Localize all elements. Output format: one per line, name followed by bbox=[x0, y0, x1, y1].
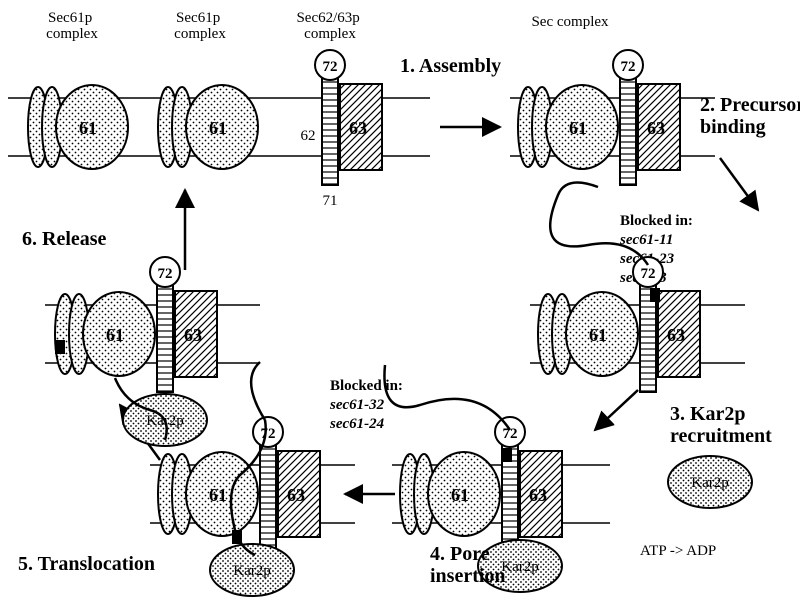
blocked-group-2: Blocked in: sec61-32 sec61-24 bbox=[329, 378, 403, 432]
kar2p-free bbox=[668, 456, 752, 508]
arrow-step2 bbox=[720, 158, 758, 210]
step-1-label: 1. Assembly bbox=[400, 55, 501, 77]
diagram: 61 63 72 Kar2p bbox=[0, 0, 800, 601]
step-5-label: 5. Translocation bbox=[18, 553, 155, 575]
svg-text:sec61-24: sec61-24 bbox=[329, 416, 385, 432]
top-sec61p-b bbox=[158, 85, 258, 169]
atp-adp: ATP -> ADP bbox=[640, 543, 716, 559]
top-sec6263: 62 71 bbox=[301, 50, 383, 209]
svg-text:Blocked in:: Blocked in: bbox=[330, 378, 403, 394]
step-6-label: 6. Release bbox=[22, 228, 107, 250]
label-71: 71 bbox=[323, 193, 338, 209]
step-3-label: 3. Kar2p recruitment bbox=[670, 403, 772, 447]
toplabel-sec61p-1: Sec61p complex bbox=[46, 10, 98, 42]
step-2-label: 2. Precursor binding bbox=[700, 94, 800, 138]
top-sec-complex bbox=[518, 50, 680, 185]
complex-step5 bbox=[45, 257, 260, 446]
toplabel-sec61p-2: Sec61p complex bbox=[174, 10, 226, 42]
top-sec61p-a bbox=[28, 85, 128, 169]
complex-step3 bbox=[384, 365, 610, 592]
precursor-chain-2 bbox=[384, 365, 510, 430]
svg-text:sec61-32: sec61-32 bbox=[329, 397, 385, 413]
step-4-label: 4. Pore insertion bbox=[430, 543, 506, 587]
toplabel-seccomplex: Sec complex bbox=[531, 14, 609, 30]
toplabel-sec6263: Sec62/63p complex bbox=[296, 10, 363, 42]
arrow-step3 bbox=[595, 390, 638, 430]
svg-text:sec61-11: sec61-11 bbox=[619, 232, 673, 248]
svg-text:Blocked in:: Blocked in: bbox=[620, 213, 693, 229]
label-62: 62 bbox=[301, 128, 316, 144]
